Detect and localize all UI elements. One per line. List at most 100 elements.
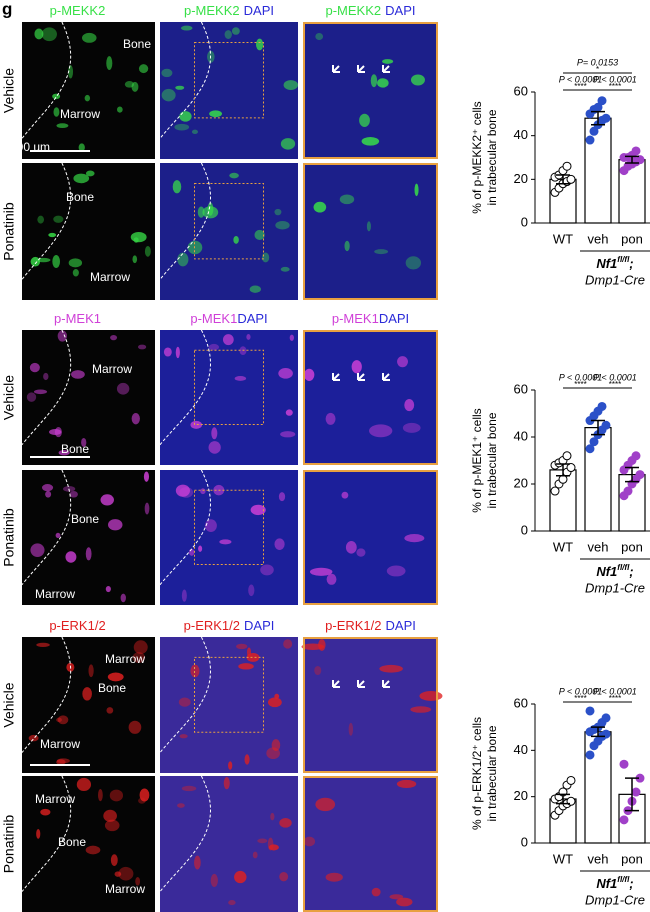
data-point [566,463,576,473]
stain-blob [219,539,232,545]
stain-blob [181,785,197,792]
stain-blob [45,490,52,498]
y-tick-label: 0 [521,522,528,537]
y-axis-label: % of p-MEK1⁺ cells [470,408,484,512]
stain-blob [404,534,425,543]
stain-blob [40,808,51,816]
stain-blob [144,245,151,257]
stain-blob [379,664,403,673]
error-bar [625,155,639,164]
stain-blob [326,573,337,585]
sig-stars: **** [609,694,621,703]
stain-blob [143,471,150,482]
stain-blob [56,759,66,765]
stain-blob [188,548,195,556]
stain-blob [144,502,150,515]
x-tick-label: veh [588,539,609,554]
row-label: Ponatinib [1,202,17,261]
stain-blob [309,567,333,576]
stain-blob [88,664,94,678]
stain-blob [280,138,296,150]
stain-blob [180,25,193,31]
stain-blob [65,551,77,563]
stain-blob [246,334,251,340]
y-tick-label: 0 [521,834,528,849]
column-header: p-MEKK2 DAPI [326,3,416,18]
error-bar [556,793,570,805]
stain-blob [278,492,286,502]
stain-blob [252,851,258,859]
arrow [382,65,390,73]
arrow [357,65,365,73]
stain-blob [107,519,123,531]
y-axis-label: in trabecular bone [485,725,499,821]
error-bar [625,466,639,483]
stain-blob [389,894,404,900]
group-part: Nf1 [596,256,617,271]
micrograph [160,22,298,159]
stain-blob [56,717,62,722]
stain-blob [285,409,293,416]
micrograph [303,637,438,773]
x-tick-label: WT [553,539,573,554]
stain-blob [351,360,362,374]
stain-blob [236,643,248,650]
stain-blob [53,215,64,223]
stain-blob [361,137,380,146]
y-tick-label: 60 [514,83,528,98]
stain-blob [194,855,201,870]
stain-blob [267,697,282,708]
stain-blob [208,343,220,351]
header-part: p-MEKK2 [326,3,382,18]
stain-blob [318,639,326,651]
stain-blob [132,255,138,264]
stain-blob [234,375,247,381]
y-axis-label: % of p-ERK1/2⁺ cells [470,717,484,830]
image-label: Marrow [90,270,130,284]
column-header: p-MEK1DAPI [332,311,409,326]
data-point [589,126,599,136]
stain-blob [228,761,233,770]
stain-blob [30,256,41,267]
stain-blob [68,258,83,268]
y-tick-label: 60 [514,695,528,710]
stain-blob [161,88,176,102]
stain-blob [81,437,87,447]
stain-blob [55,532,61,539]
stain-blob [85,170,95,177]
stain-blob [161,68,173,78]
bone-outline [21,329,72,446]
p-value: P < 0.0001 [559,74,602,84]
y-tick-label: 40 [514,127,528,142]
group-part: fl/fl [617,875,630,884]
stain-blob [315,797,336,812]
x-tick-label: pon [621,231,643,246]
stain-blob [71,370,85,379]
stain-blob [250,504,266,516]
data-point [585,135,595,145]
stain-blob [246,647,252,658]
image-label: Bone [61,442,89,456]
group-label: Nf1fl/fl; [596,563,633,579]
stain-blob [179,111,192,122]
image-label: Marrow [40,737,80,751]
stain-blob [278,368,293,379]
stain-blob [280,431,296,438]
stain-blob [58,449,70,456]
stain-blob [130,231,147,243]
micrograph [22,330,155,465]
stain-blob [120,593,126,603]
image-label: 100 um [10,140,50,154]
stain-blob [341,491,349,499]
stain-blob [200,488,206,495]
bone-outline [159,329,211,446]
image-label: Bone [123,37,151,51]
stain-blob [339,194,355,205]
stain-blob [386,565,406,577]
stain-blob [229,172,239,179]
stain-blob [396,897,413,907]
stain-blob [29,362,40,373]
image-label: Marrow [105,652,145,666]
sig-stars: **** [574,694,586,703]
